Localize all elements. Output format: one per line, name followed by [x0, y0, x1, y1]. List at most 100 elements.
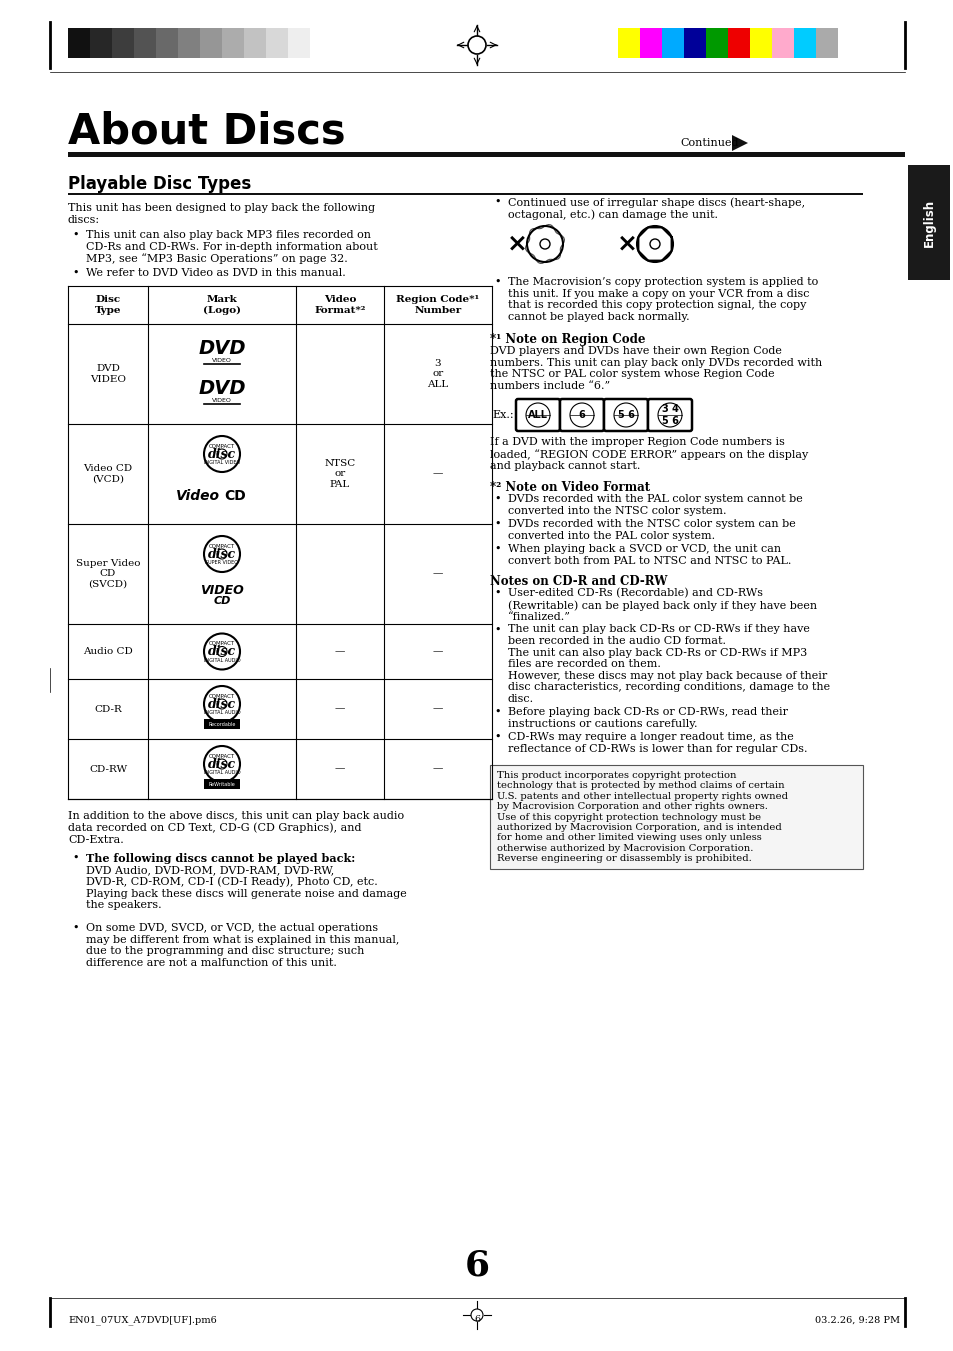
Text: This unit has been designed to play back the following
discs:: This unit has been designed to play back…	[68, 203, 375, 224]
Bar	[490, 765, 862, 869]
Text: About Discs: About Discs	[68, 109, 345, 153]
Text: •: •	[495, 519, 500, 530]
Bar	[771, 28, 793, 58]
Bar	[244, 28, 266, 58]
FancyBboxPatch shape	[647, 399, 691, 431]
Text: DVD: DVD	[198, 339, 246, 358]
Text: Mark
(Logo): Mark (Logo)	[203, 296, 241, 315]
Text: Video CD
(VCD): Video CD (VCD)	[83, 465, 132, 484]
Bar	[749, 28, 771, 58]
Bar	[200, 28, 222, 58]
Text: This unit can also play back MP3 files recorded on
CD-Rs and CD-RWs. For in-dept: This unit can also play back MP3 files r…	[86, 230, 377, 265]
Text: 3
or
ALL: 3 or ALL	[427, 359, 448, 389]
Polygon shape	[731, 135, 747, 151]
Bar	[793, 28, 815, 58]
Text: When playing back a SVCD or VCD, the unit can
convert both from PAL to NTSC and : When playing back a SVCD or VCD, the uni…	[507, 544, 791, 566]
Text: Before playing back CD-Rs or CD-RWs, read their
instructions or cautions careful: Before playing back CD-Rs or CD-RWs, rea…	[507, 707, 787, 728]
Text: •: •	[495, 494, 500, 504]
Text: The unit can play back CD-Rs or CD-RWs if they have
been recorded in the audio C: The unit can play back CD-Rs or CD-RWs i…	[507, 624, 829, 704]
Text: Notes on CD-R and CD-RW: Notes on CD-R and CD-RW	[490, 576, 667, 588]
Text: •: •	[495, 732, 500, 742]
Text: —: —	[335, 647, 345, 657]
Text: Video
Format*²: Video Format*²	[314, 296, 365, 315]
Text: *² Note on Video Format: *² Note on Video Format	[490, 481, 649, 494]
Bar	[222, 28, 244, 58]
Text: Audio CD: Audio CD	[83, 647, 132, 657]
Text: VIDEO: VIDEO	[212, 358, 232, 362]
Text: •: •	[495, 544, 500, 554]
Bar	[288, 28, 310, 58]
Circle shape	[216, 647, 227, 657]
Text: 6: 6	[474, 1316, 479, 1324]
Text: ×: ×	[506, 232, 527, 255]
Bar	[727, 28, 749, 58]
Text: DVDs recorded with the NTSC color system can be
converted into the PAL color sys: DVDs recorded with the NTSC color system…	[507, 519, 795, 540]
FancyBboxPatch shape	[559, 399, 603, 431]
Text: SUPER VIDEO: SUPER VIDEO	[205, 561, 238, 566]
Text: Continued use of irregular shape discs (heart-shape,
octagonal, etc.) can damage: Continued use of irregular shape discs (…	[507, 197, 804, 220]
Text: —: —	[335, 704, 345, 713]
Text: 5 6: 5 6	[617, 409, 634, 420]
Text: •: •	[495, 707, 500, 717]
Text: Video: Video	[175, 489, 220, 503]
Text: *¹ Note on Region Code: *¹ Note on Region Code	[490, 332, 645, 346]
Text: Region Code*¹
Number: Region Code*¹ Number	[396, 296, 479, 315]
Bar	[310, 28, 332, 58]
Text: Ex.:: Ex.:	[492, 409, 513, 420]
Text: —: —	[433, 704, 443, 713]
Bar	[907, 165, 949, 280]
Bar	[68, 28, 90, 58]
Text: VIDEO: VIDEO	[212, 397, 232, 403]
Text: •: •	[495, 624, 500, 635]
Text: •: •	[495, 197, 500, 207]
Bar	[156, 28, 178, 58]
Text: 03.2.26, 9:28 PM: 03.2.26, 9:28 PM	[814, 1316, 899, 1324]
Text: User-edited CD-Rs (Recordable) and CD-RWs
(Rewritable) can be played back only i: User-edited CD-Rs (Recordable) and CD-RW…	[507, 588, 817, 623]
Text: DIGITAL AUDIO: DIGITAL AUDIO	[204, 770, 240, 775]
Text: We refer to DVD Video as DVD in this manual.: We refer to DVD Video as DVD in this man…	[86, 267, 345, 278]
Bar	[133, 28, 156, 58]
Text: CD-R: CD-R	[94, 704, 122, 713]
Text: —: —	[335, 765, 345, 774]
Text: 6: 6	[464, 1248, 489, 1282]
Text: Continued: Continued	[679, 138, 738, 149]
Bar	[661, 28, 683, 58]
Text: 3 4
5 6: 3 4 5 6	[660, 404, 678, 426]
Bar	[266, 28, 288, 58]
Text: CD: CD	[213, 596, 231, 607]
Text: —: —	[433, 647, 443, 657]
Text: —: —	[433, 470, 443, 478]
Bar	[705, 28, 727, 58]
Text: •: •	[495, 277, 500, 286]
Text: •: •	[72, 923, 79, 934]
Text: In addition to the above discs, this unit can play back audio
data recorded on C: In addition to the above discs, this uni…	[68, 811, 404, 844]
Text: DVD
VIDEO: DVD VIDEO	[90, 365, 126, 384]
Text: DIGITAL VIDEO: DIGITAL VIDEO	[204, 461, 240, 466]
Bar	[618, 28, 639, 58]
Bar	[178, 28, 200, 58]
Text: ReWritable: ReWritable	[209, 781, 235, 786]
Circle shape	[216, 759, 227, 769]
Text: COMPACT: COMPACT	[209, 640, 234, 646]
Circle shape	[216, 698, 227, 709]
Text: ×: ×	[616, 232, 637, 255]
Text: Recordable: Recordable	[208, 721, 235, 727]
Circle shape	[216, 549, 227, 559]
Text: DVDs recorded with the PAL color system cannot be
converted into the NTSC color : DVDs recorded with the PAL color system …	[507, 494, 801, 516]
Text: disc: disc	[208, 758, 235, 770]
Text: •: •	[72, 267, 79, 278]
Text: Disc
Type: Disc Type	[94, 296, 121, 315]
Text: CD-RWs may require a longer readout time, as the
reflectance of CD-RWs is lower : CD-RWs may require a longer readout time…	[507, 732, 806, 754]
Text: DVD: DVD	[198, 378, 246, 397]
Text: DVD players and DVDs have their own Region Code
numbers. This unit can play back: DVD players and DVDs have their own Regi…	[490, 346, 821, 390]
Text: COMPACT: COMPACT	[209, 693, 234, 698]
FancyBboxPatch shape	[516, 399, 559, 431]
Text: VIDEO: VIDEO	[200, 584, 244, 597]
Bar	[815, 28, 837, 58]
Text: COMPACT: COMPACT	[209, 543, 234, 549]
Text: This product incorporates copyright protection
technology that is protected by m: This product incorporates copyright prot…	[497, 771, 787, 863]
Text: The following discs cannot be played back:: The following discs cannot be played bac…	[86, 852, 355, 865]
Bar	[204, 780, 240, 789]
Text: NTSC
or
PAL: NTSC or PAL	[324, 459, 355, 489]
Bar	[204, 719, 240, 730]
